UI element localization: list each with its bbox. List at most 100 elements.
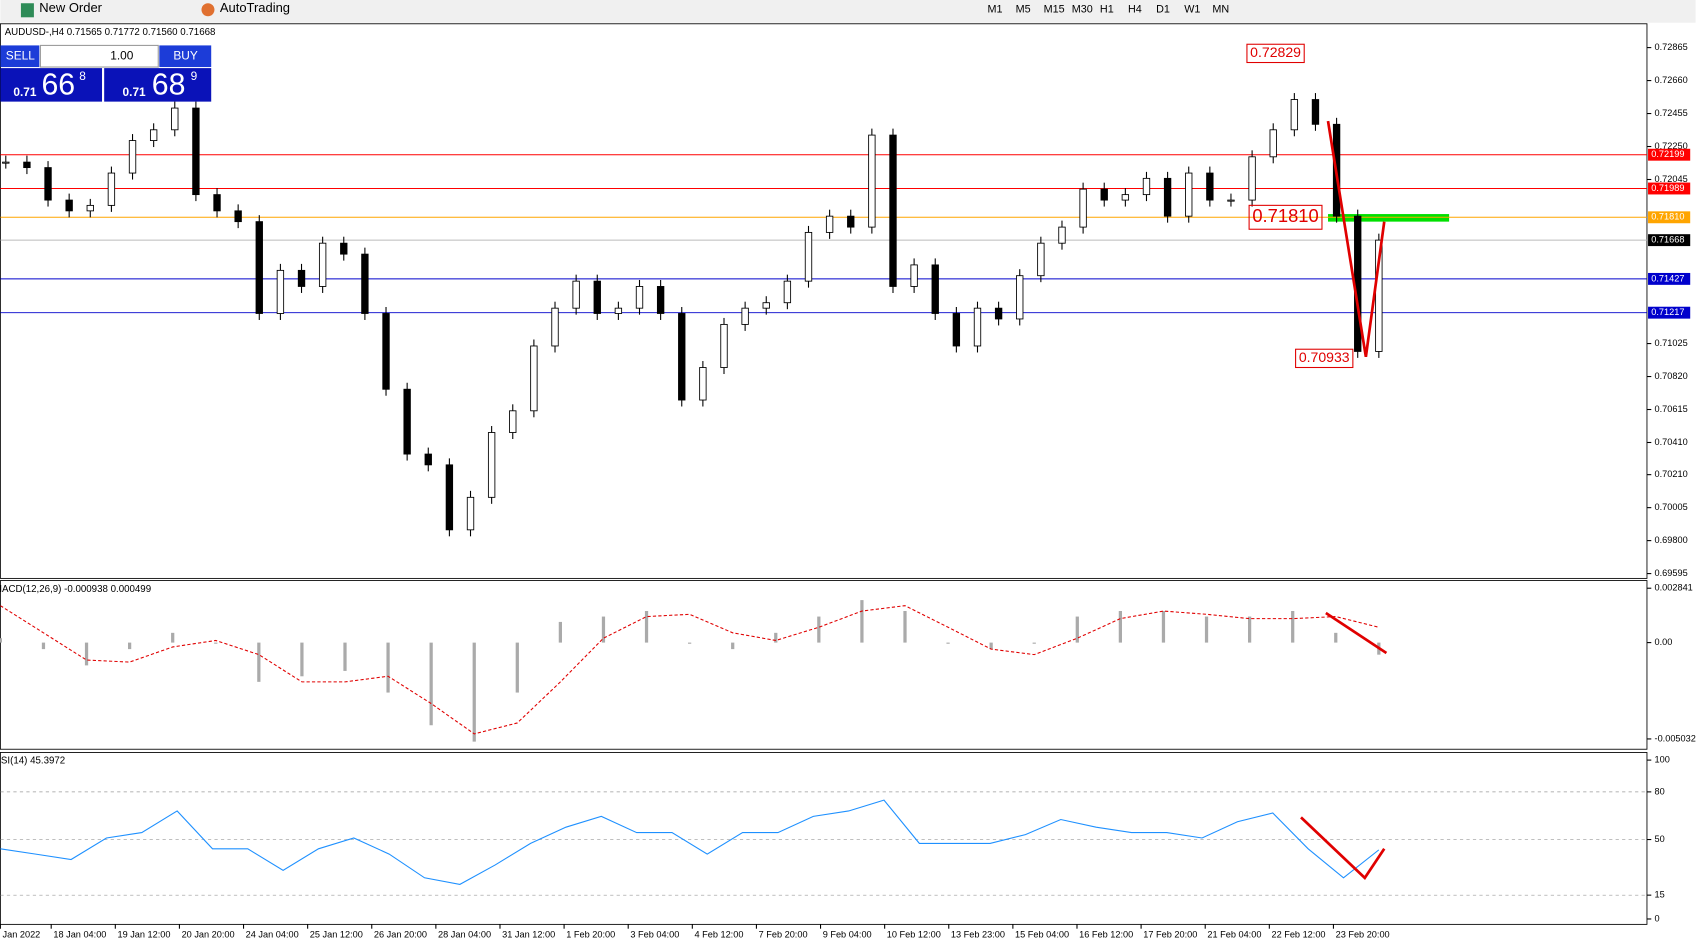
price-arrow <box>1326 120 1386 357</box>
candle-body <box>868 134 876 228</box>
time-label: 21 Feb 04:00 <box>1207 930 1261 940</box>
y-tick-label: 100 <box>1655 755 1670 765</box>
sell-button[interactable] <box>0 45 40 68</box>
new-order-icon[interactable] <box>20 3 34 18</box>
y-tick-label: 0.70820 <box>1655 371 1688 381</box>
buy-label[interactable]: BUY <box>173 48 197 62</box>
candle-body <box>297 269 306 287</box>
time-label: 17 Feb 20:00 <box>1143 930 1197 940</box>
candle-body <box>741 307 749 325</box>
candle-body <box>466 496 475 531</box>
candle-body <box>382 313 390 390</box>
candle-body <box>2 161 10 164</box>
drawn-arrows <box>1300 120 1388 880</box>
timeframe-button[interactable]: D1 <box>1156 4 1170 16</box>
time-label: 22 Feb 12:00 <box>1271 930 1325 940</box>
candle-body <box>255 221 263 314</box>
macd-title: MACD(12,26,9) -0.000938 0.000499 <box>0 584 151 595</box>
candle-body <box>192 107 200 196</box>
time-label: 16 Feb 12:00 <box>1079 930 1133 940</box>
y-tick-label: -0.005032 <box>1655 733 1696 743</box>
candle-body <box>699 367 707 401</box>
bid-point: 8 <box>79 69 86 83</box>
y-tick-label: 0.72660 <box>1655 75 1688 85</box>
candle-body <box>931 264 939 314</box>
bid-big: 0.71 <box>13 85 37 99</box>
lot-field[interactable] <box>39 44 159 68</box>
candle-body <box>86 204 94 212</box>
macd-signal <box>0 605 1379 735</box>
time-label: 15 Feb 04:00 <box>1015 930 1069 940</box>
y-tick-label: 0.70410 <box>1655 437 1688 447</box>
time-label: 23 Feb 20:00 <box>1336 930 1390 940</box>
ask-point: 9 <box>191 69 198 83</box>
price-annotation: 0.70933 <box>1299 349 1350 365</box>
candle-body <box>1185 172 1193 217</box>
lot-value[interactable]: 1.00 <box>110 48 134 62</box>
time-label: 26 Jan 20:00 <box>374 930 427 940</box>
sell-label[interactable]: SELL <box>6 48 35 62</box>
timeframe-button[interactable]: M5 <box>1016 4 1031 16</box>
autotrading-icon[interactable] <box>201 3 215 17</box>
candle-body <box>23 161 31 169</box>
time-label: 9 Feb 04:00 <box>823 930 872 940</box>
chart-info: AUDUSD-,H4 0.71565 0.71772 0.71560 0.716… <box>5 27 216 38</box>
timeframe-button[interactable]: M30 <box>1072 4 1093 16</box>
rsi-frame <box>0 752 1648 925</box>
time-label: Jan 2022 <box>3 930 41 940</box>
buy-button[interactable] <box>159 45 212 68</box>
price-level-tag <box>1648 272 1691 285</box>
candle-body <box>1058 226 1066 244</box>
candle-body <box>1016 275 1024 320</box>
candle-body <box>720 323 728 368</box>
y-tick-label: 0.70210 <box>1655 469 1688 479</box>
time-label: 19 Jan 12:00 <box>117 930 170 940</box>
y-tick-label: 0.002841 <box>1655 583 1693 593</box>
annotation-box <box>1295 348 1354 369</box>
timeframe-button[interactable]: H1 <box>1100 4 1114 16</box>
bid-box[interactable] <box>0 68 103 102</box>
candle-body <box>1290 99 1299 131</box>
timeframe-button[interactable]: M1 <box>987 4 1002 16</box>
ask-big: 0.71 <box>123 85 147 99</box>
candle-body <box>825 215 834 233</box>
timeframe-button[interactable]: MN <box>1212 4 1229 16</box>
macd-frame <box>0 580 1648 750</box>
y-tick-label: 0.71025 <box>1655 338 1688 348</box>
candle-body <box>361 253 369 314</box>
y-tick-label: 0.70615 <box>1655 404 1688 414</box>
candle-body <box>340 242 348 255</box>
ask-pips: 68 <box>152 68 186 101</box>
candle-body <box>445 464 454 531</box>
candle-body <box>910 264 918 287</box>
time-label: 18 Jan 04:00 <box>53 930 106 940</box>
candle-body <box>1311 99 1320 125</box>
price-level-tag <box>1648 306 1691 319</box>
timeframe-button[interactable]: H4 <box>1128 4 1142 16</box>
autotrading-button[interactable]: AutoTrading <box>220 0 290 15</box>
time-label: 20 Jan 20:00 <box>182 930 235 940</box>
timeframe-button[interactable]: M15 <box>1044 4 1065 16</box>
main-chart-frame <box>0 23 1648 579</box>
price-level-tag <box>1648 211 1691 224</box>
candle-body <box>783 280 792 304</box>
candle-body <box>44 167 52 201</box>
candle-body <box>1206 172 1214 201</box>
timeframe-button[interactable]: W1 <box>1184 4 1200 16</box>
candle-body <box>1248 156 1256 201</box>
time-label: 4 Feb 12:00 <box>694 930 743 940</box>
price-level-tag <box>1648 182 1691 195</box>
new-order-button[interactable]: New Order <box>39 0 102 15</box>
time-label: 28 Jan 04:00 <box>438 930 491 940</box>
y-tick-label: 0.69595 <box>1655 568 1688 578</box>
price-annotation: 0.71810 <box>1252 205 1318 226</box>
candle-body <box>994 307 1003 320</box>
candle-body <box>593 280 601 314</box>
candle-body <box>234 210 242 223</box>
candle-body <box>1079 188 1087 228</box>
price-level-label: 0.71989 <box>1651 183 1684 193</box>
candle-body <box>973 307 982 347</box>
ask-box[interactable] <box>104 68 212 102</box>
y-tick-label: 15 <box>1655 890 1665 900</box>
candle-body <box>1037 242 1045 277</box>
